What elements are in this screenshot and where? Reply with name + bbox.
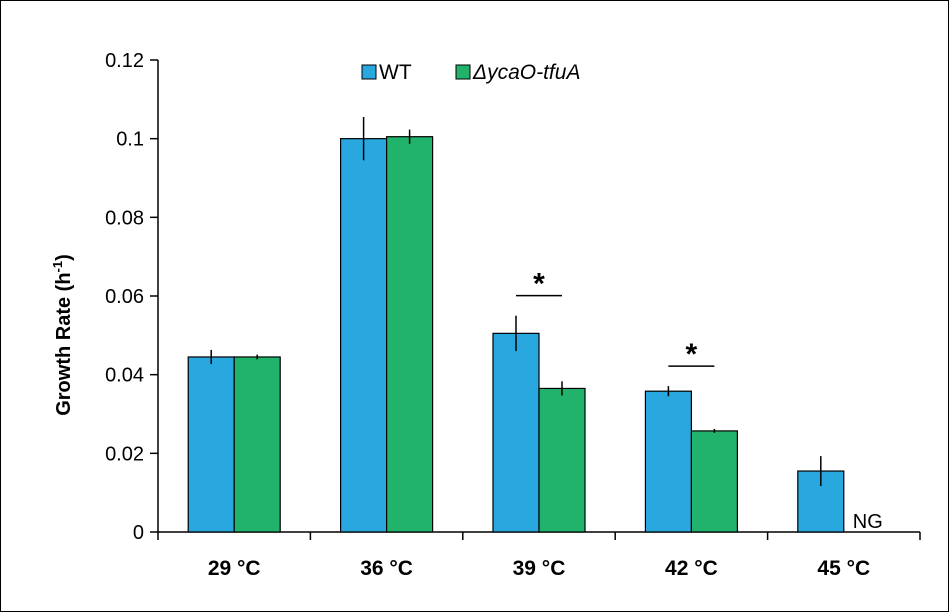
axes: 0 0.02 0.04 0.06 0.08 0.1 0.12 29 °C 36 °C 39 °C 4…: [105, 50, 921, 580]
y-tick-label: 0: [133, 522, 144, 544]
error-bars: [210, 117, 822, 486]
bar: [233, 356, 281, 533]
legend-label: ΔycaO-tfuA: [472, 61, 580, 84]
y-tick-label: 0.04: [105, 365, 144, 387]
y-tick-label: 0.08: [105, 207, 144, 229]
legend-label: WT: [379, 61, 412, 84]
y-tick-label: 0.12: [105, 50, 144, 72]
legend: WT ΔycaO-tfuA: [361, 61, 580, 84]
x-tick-label: 42 °C: [665, 557, 718, 580]
x-tick-label: 45 °C: [817, 557, 870, 580]
significance-star: *: [686, 338, 698, 371]
legend-swatch: [455, 64, 471, 80]
x-tick-label: 29 °C: [208, 557, 261, 580]
y-tick-label: 0.1: [116, 129, 144, 151]
x-tick-label: 39 °C: [513, 557, 566, 580]
no-growth-label: NG: [853, 511, 883, 533]
bar: [187, 356, 235, 533]
y-tick-label: 0.06: [105, 286, 144, 308]
bar: [644, 390, 693, 533]
bar: [340, 138, 388, 533]
legend-swatch: [361, 64, 377, 80]
y-tick-label: 0.02: [105, 443, 144, 465]
bar: [538, 387, 586, 533]
bar: [492, 332, 540, 533]
bar: [690, 430, 739, 533]
y-axis-title: Growth Rate (h-1): [50, 254, 75, 416]
significance-markers: **: [516, 268, 715, 371]
x-tick-label: 36 °C: [360, 557, 413, 580]
bar: [386, 136, 434, 533]
bars: NG: [187, 136, 883, 533]
significance-star: *: [533, 268, 545, 301]
